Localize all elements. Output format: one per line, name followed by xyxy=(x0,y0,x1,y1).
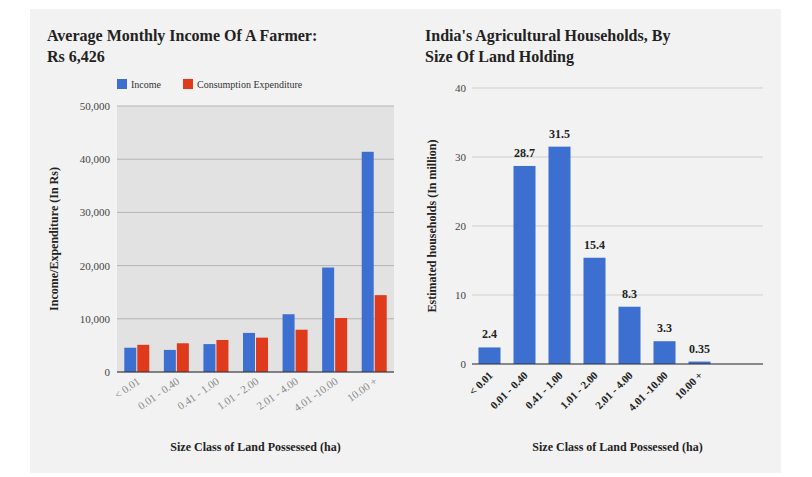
grid-line xyxy=(117,106,394,107)
x-axis-title: Size Class of Land Possessed (ha) xyxy=(532,440,702,454)
y-tick-label: 40 xyxy=(455,82,467,94)
y-tick-label: 30,000 xyxy=(80,206,111,218)
chart: India's Agricultural Households, By Size … xyxy=(425,27,763,454)
y-tick-label: 10 xyxy=(455,289,467,301)
x-axis-line xyxy=(472,363,763,364)
bar xyxy=(549,147,571,364)
chart: Average Monthly Income Of A Farmer: Rs 6,… xyxy=(47,27,394,454)
title-line: India's Agricultural Households, By xyxy=(425,27,670,45)
y-tick-label: 30 xyxy=(455,151,467,163)
bars xyxy=(479,147,711,364)
y-tick-label: 10,000 xyxy=(80,313,111,325)
x-tick-label: 4.01 -10.00 xyxy=(292,375,341,414)
page: Average Monthly Income Of A Farmer: Rs 6,… xyxy=(0,0,812,477)
bar xyxy=(335,318,347,372)
bar xyxy=(124,348,136,372)
bar xyxy=(137,345,149,372)
y-tick-label: 20,000 xyxy=(80,260,111,272)
legend-swatch xyxy=(183,79,193,89)
data-label: 8.3 xyxy=(622,287,637,301)
data-label: 31.5 xyxy=(549,127,570,141)
legend-label: Income xyxy=(131,79,162,90)
data-label: 2.4 xyxy=(482,327,497,341)
x-tick-label: 0.01 - 0.40 xyxy=(136,375,182,412)
x-tick-label: 0.41 - 1.00 xyxy=(175,375,221,412)
y-axis-title: Income/Expenditure (In Rs) xyxy=(47,167,61,311)
bar xyxy=(375,295,387,372)
bar xyxy=(256,338,268,372)
grid-line xyxy=(117,372,394,373)
x-tick-label: < 0.01 xyxy=(112,375,142,401)
bar xyxy=(619,307,641,364)
y-tick-label: 50,000 xyxy=(80,100,111,112)
y-tick-label: 40,000 xyxy=(80,153,111,165)
plot-background xyxy=(117,106,394,372)
x-axis-line xyxy=(117,371,394,372)
bar xyxy=(177,343,189,372)
grid-line xyxy=(117,159,394,160)
grid-line xyxy=(117,212,394,213)
title-line: Average Monthly Income Of A Farmer: xyxy=(47,27,317,45)
bar xyxy=(362,152,374,372)
x-tick-label: 4.01 -10.00 xyxy=(626,369,670,413)
data-label: 3.3 xyxy=(657,321,672,335)
chart-title: India's Agricultural Households, By Size … xyxy=(425,27,670,66)
x-axis-title: Size Class of Land Possessed (ha) xyxy=(170,440,340,454)
y-tick-label: 20 xyxy=(455,220,467,232)
legend-swatch xyxy=(117,79,127,89)
x-tick-label: 10.00 + xyxy=(345,375,380,404)
bar xyxy=(296,330,308,372)
title-line: Rs 6,426 xyxy=(47,48,105,65)
x-tick-label: 10.00 + xyxy=(673,369,705,401)
grid-line xyxy=(472,88,763,89)
title-line: Size Of Land Holding xyxy=(425,48,574,66)
bar xyxy=(654,341,676,364)
grid-line xyxy=(117,265,394,266)
data-label: 0.35 xyxy=(689,342,710,356)
data-label: 15.4 xyxy=(584,238,605,252)
bar xyxy=(479,347,501,364)
bar xyxy=(216,340,228,372)
y-tick-label: 0 xyxy=(105,366,111,378)
bar xyxy=(584,258,606,364)
bar xyxy=(164,350,176,372)
chart-title: Average Monthly Income Of A Farmer: Rs 6,… xyxy=(47,27,317,65)
bar xyxy=(514,166,536,364)
bar xyxy=(322,268,334,372)
panel xyxy=(30,9,781,473)
x-tick-label: 1.01 - 2.00 xyxy=(215,375,261,412)
bar xyxy=(243,333,255,372)
data-label: 28.7 xyxy=(514,146,535,160)
grid-line xyxy=(117,318,394,319)
grid-line xyxy=(472,364,763,365)
legend-label: Consumption Expenditure xyxy=(197,79,303,90)
bar xyxy=(203,344,215,372)
x-tick-label: < 0.01 xyxy=(466,369,494,397)
bar xyxy=(283,314,295,372)
y-axis-title: Estimated households (In million) xyxy=(425,139,439,312)
y-tick-label: 0 xyxy=(461,358,467,370)
bars xyxy=(124,152,386,372)
